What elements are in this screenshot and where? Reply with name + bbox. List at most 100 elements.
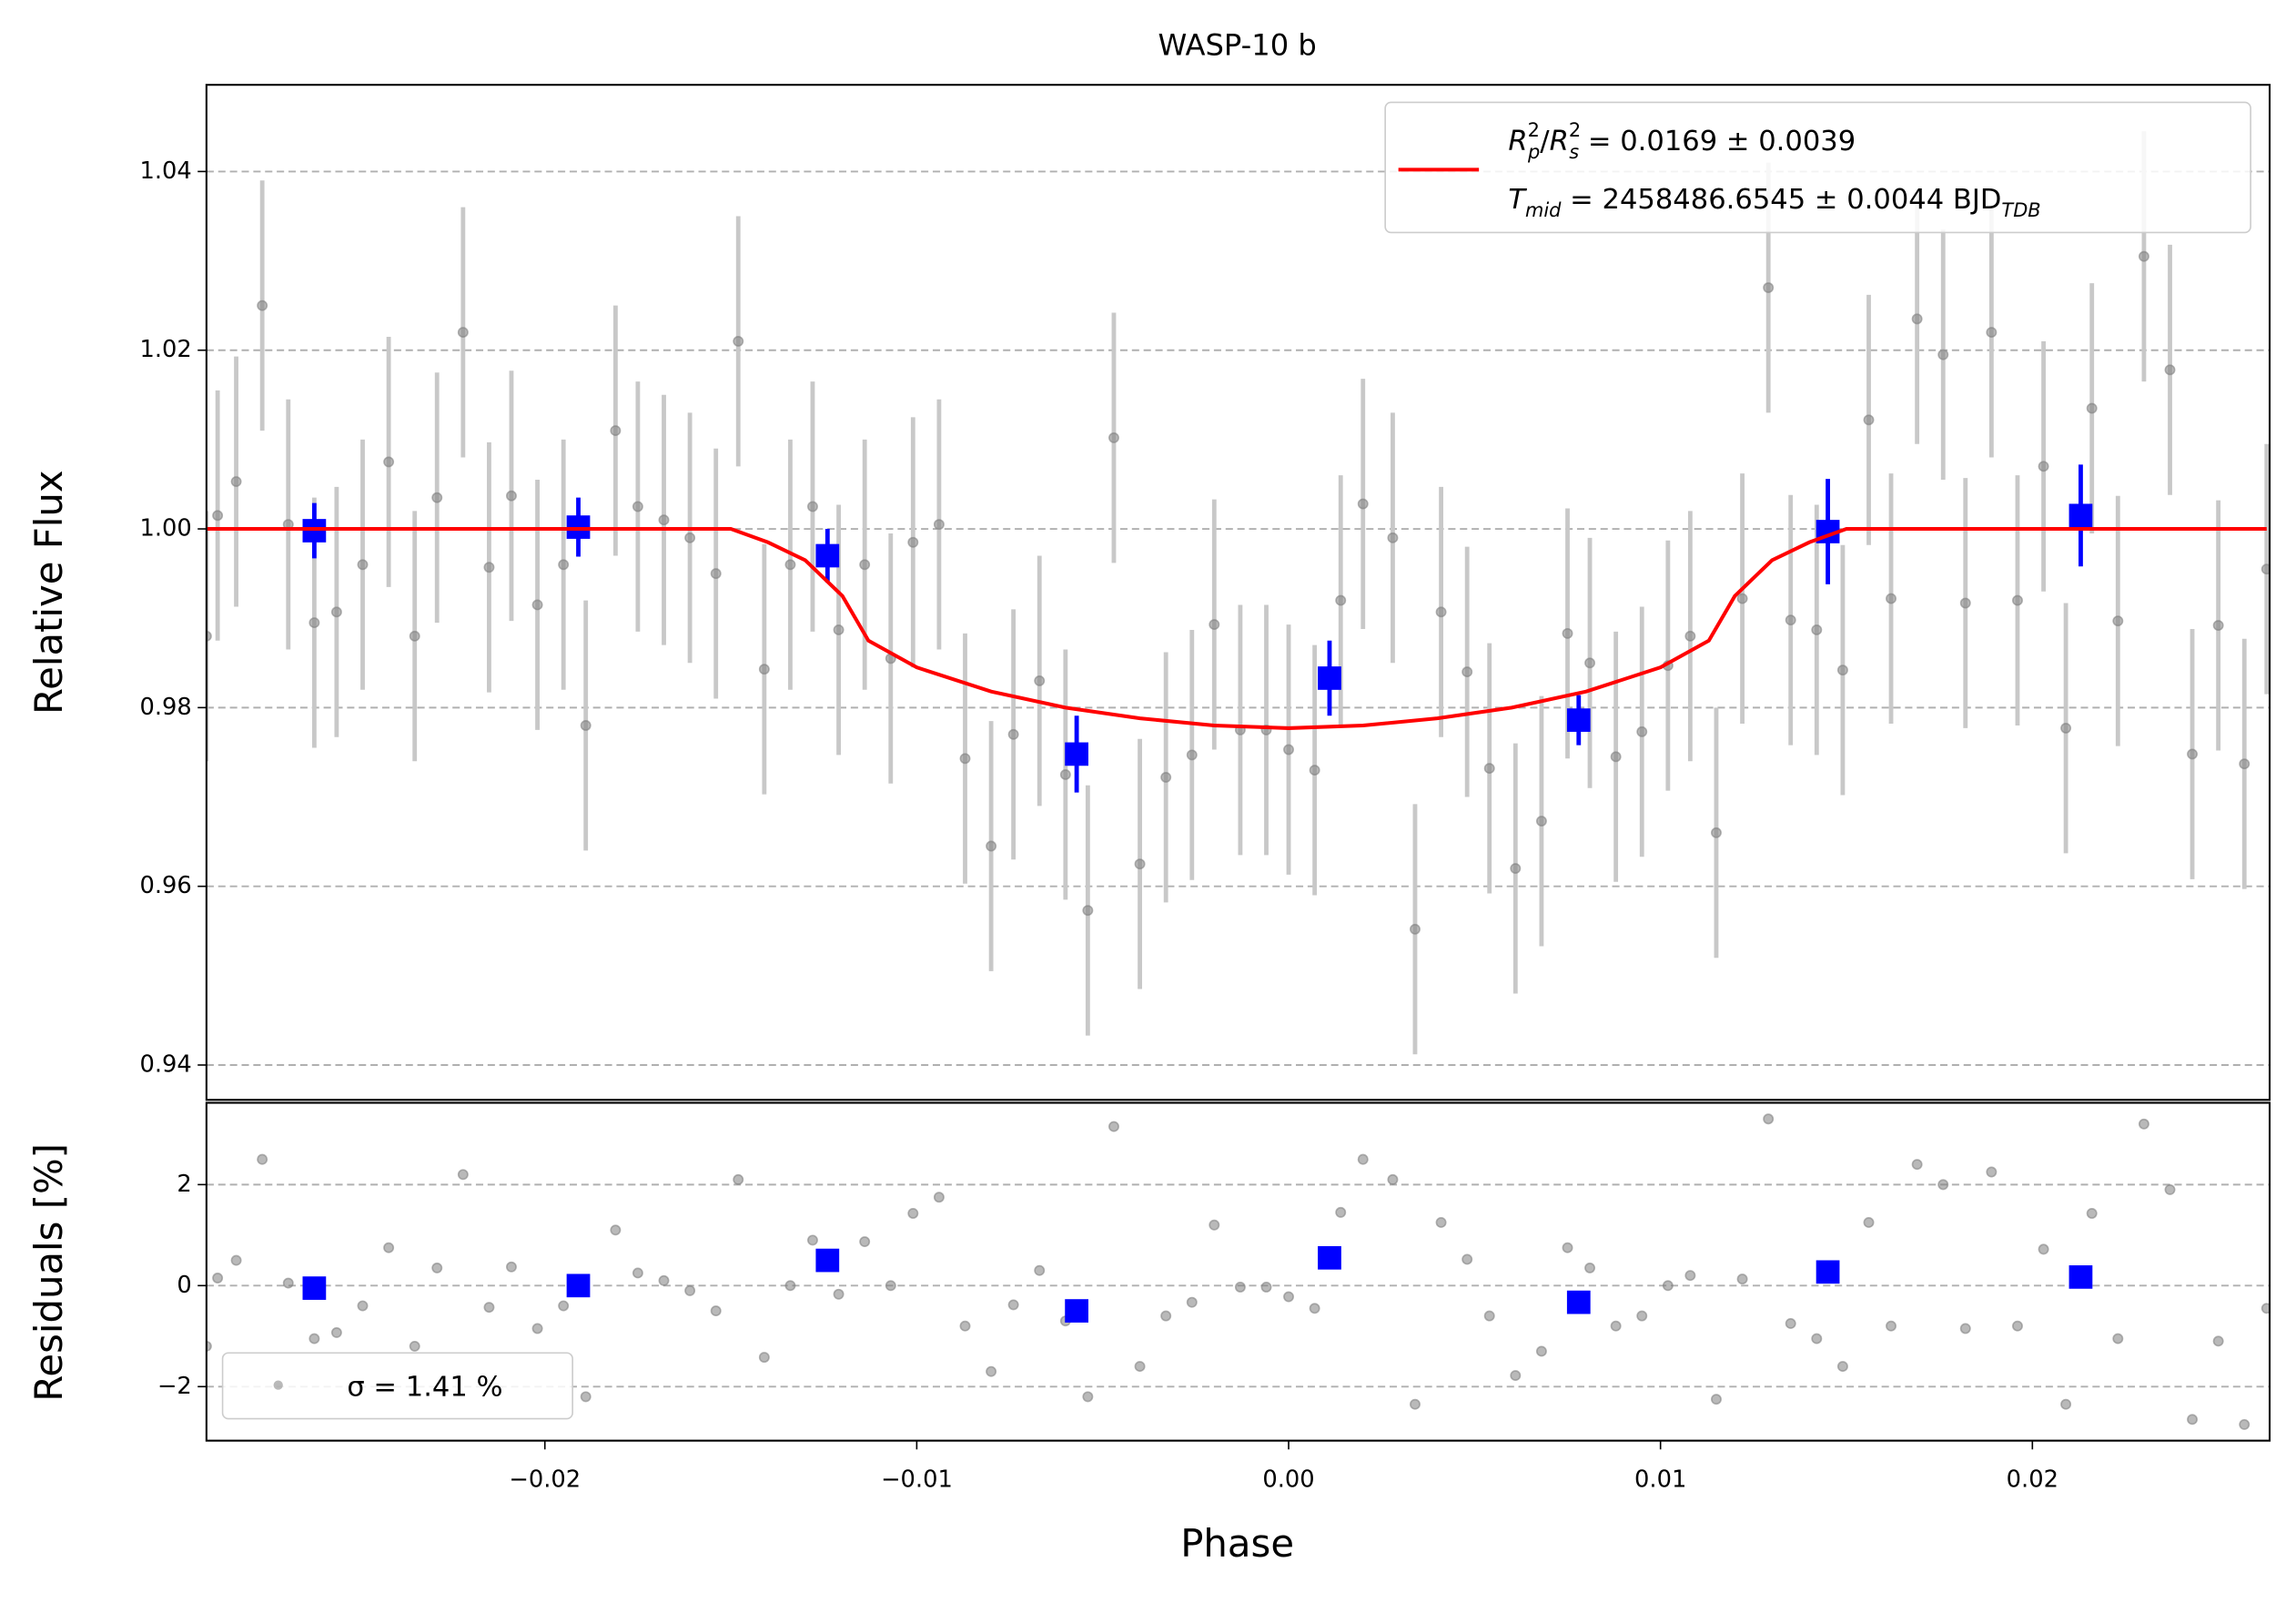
data-point xyxy=(457,327,469,339)
data-point xyxy=(330,606,342,618)
data-point xyxy=(1911,1159,1923,1171)
data-point xyxy=(684,532,696,543)
data-point xyxy=(658,514,670,526)
data-point xyxy=(431,1262,443,1273)
legend-label-part: TDB xyxy=(2001,199,2040,221)
y-tick-label: 1.02 xyxy=(139,336,191,363)
data-point xyxy=(933,1192,945,1203)
data-point xyxy=(1785,1317,1796,1329)
data-point xyxy=(1811,624,1823,635)
data-point xyxy=(1309,765,1320,776)
legend-label-part: 2 xyxy=(1528,119,1540,141)
axes-frame xyxy=(205,84,2271,1101)
data-point xyxy=(409,1340,420,1352)
data-point xyxy=(1911,313,1923,325)
data-point xyxy=(580,720,592,731)
data-point xyxy=(1610,751,1622,763)
data-point xyxy=(1160,1310,1172,1322)
y-axis-label: Residuals [%] xyxy=(26,1143,71,1402)
data-point xyxy=(885,1280,896,1292)
binned-point xyxy=(566,1273,591,1298)
data-point xyxy=(733,1173,744,1185)
data-point xyxy=(1387,1173,1399,1185)
data-point xyxy=(1937,349,1949,360)
data-point xyxy=(2187,1414,2198,1425)
legend-label: Tmid = 2458486.6545 ± 0.0044 BJDTDB xyxy=(1508,184,2040,221)
data-point xyxy=(1483,763,1495,775)
data-point xyxy=(1007,728,1019,740)
data-point xyxy=(1863,1217,1875,1228)
legend-label-part: R xyxy=(1550,125,1569,157)
data-point xyxy=(1811,1333,1823,1344)
data-point xyxy=(506,1261,517,1273)
data-point xyxy=(1108,1121,1119,1132)
data-point xyxy=(580,1391,592,1403)
data-point xyxy=(1209,1219,1220,1231)
data-point xyxy=(1410,923,1421,935)
data-point xyxy=(1711,827,1722,838)
data-point xyxy=(2164,364,2176,376)
data-point xyxy=(1260,1282,1272,1293)
data-point xyxy=(1736,1273,1748,1285)
data-point xyxy=(1636,725,1648,737)
data-point xyxy=(531,599,543,611)
data-point xyxy=(1108,431,1119,443)
data-point xyxy=(710,568,722,580)
y-tick-label: 1.00 xyxy=(139,515,191,543)
data-point xyxy=(1082,1391,1094,1403)
model-line xyxy=(206,527,2267,730)
data-point xyxy=(483,562,495,573)
data-point xyxy=(257,299,268,311)
binned-point xyxy=(815,543,840,568)
x-tick-label: −0.02 xyxy=(509,1466,581,1494)
binned-point xyxy=(2068,503,2093,528)
binned-point xyxy=(1566,1290,1591,1314)
data-point xyxy=(230,476,242,487)
data-point xyxy=(308,1333,320,1344)
data-point xyxy=(409,630,420,642)
data-point xyxy=(859,1236,871,1248)
axes-frame xyxy=(205,1101,2271,1442)
y-tick-label: 1.04 xyxy=(139,157,191,185)
data-point xyxy=(1863,414,1875,426)
data-point xyxy=(758,1352,770,1364)
data-point xyxy=(1134,858,1146,870)
data-point xyxy=(1986,327,1998,339)
data-point xyxy=(658,1274,670,1286)
data-point xyxy=(959,753,971,765)
x-tick-label: 0.01 xyxy=(1634,1466,1686,1494)
data-point xyxy=(1562,627,1573,639)
data-point xyxy=(230,1254,242,1266)
data-point xyxy=(986,1365,997,1377)
data-point xyxy=(1836,1361,1848,1373)
y-tick-label: 0.94 xyxy=(139,1051,191,1079)
data-point xyxy=(2038,1243,2049,1255)
data-point xyxy=(933,519,945,531)
data-point xyxy=(1763,1113,1775,1125)
data-point xyxy=(2012,594,2023,606)
plot-area xyxy=(206,1113,2271,1430)
data-point xyxy=(431,492,443,503)
legend-label: σ = 1.41 % xyxy=(347,1371,502,1403)
data-point xyxy=(907,1208,919,1219)
data-point xyxy=(257,1153,268,1165)
binned-point xyxy=(1318,1245,1341,1270)
x-tick-label: −0.01 xyxy=(881,1466,953,1494)
legend-label-part: / xyxy=(1540,125,1550,157)
data-point xyxy=(1034,675,1046,686)
x-tick-label: 0.00 xyxy=(1262,1466,1314,1494)
data-point xyxy=(684,1284,696,1296)
data-point xyxy=(2086,402,2098,414)
data-point xyxy=(1959,597,1971,609)
data-point xyxy=(457,1169,469,1181)
data-point xyxy=(2212,620,2224,631)
data-point xyxy=(1610,1320,1622,1332)
data-point xyxy=(1736,593,1748,604)
legend-label-part: = 0.0169 ± 0.0039 xyxy=(1579,125,1856,157)
data-point xyxy=(1886,593,1896,604)
data-point xyxy=(2012,1320,2023,1332)
legend-label-part: R xyxy=(1508,125,1527,157)
data-point xyxy=(1082,905,1094,917)
data-point xyxy=(1209,619,1220,631)
data-point xyxy=(807,501,818,512)
